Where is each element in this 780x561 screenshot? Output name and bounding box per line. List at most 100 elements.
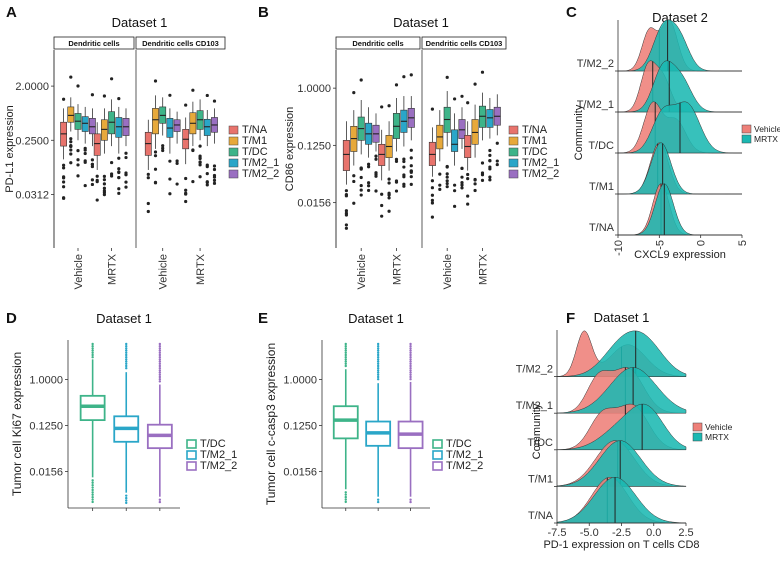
legend-label: T/M1	[522, 135, 547, 147]
outlier-point	[409, 375, 412, 379]
outlier-point	[91, 342, 94, 346]
outlier-point	[91, 486, 94, 489]
outlier-point	[69, 137, 73, 141]
outlier-point	[124, 185, 128, 189]
x-group-label: MRTX	[107, 253, 119, 285]
outlier-point	[83, 159, 87, 163]
x-axis-title: PD-1 expression on T cells CD8	[543, 539, 699, 551]
outlier-point	[376, 362, 380, 365]
outlier-point	[117, 187, 121, 191]
outlier-point	[83, 183, 87, 188]
outlier-point	[212, 181, 217, 185]
outlier-point	[158, 367, 162, 370]
legend-swatch	[692, 422, 703, 432]
outlier-point	[409, 364, 412, 368]
legend-label: T/NA	[242, 124, 268, 136]
outlier-point	[158, 349, 162, 352]
outlier-point	[374, 157, 378, 161]
legend-swatch	[432, 450, 443, 460]
outlier-point	[62, 163, 66, 167]
legend-swatch	[186, 439, 197, 449]
outlier-point	[83, 146, 87, 150]
outlier-point	[69, 75, 73, 79]
outlier-point	[344, 189, 348, 193]
outlier-point	[158, 362, 162, 365]
y-tick-label: 0.1250	[29, 421, 63, 433]
outlier-point	[430, 186, 434, 190]
outlier-point	[409, 353, 412, 357]
outlier-point	[91, 488, 94, 492]
outlier-point	[376, 364, 380, 368]
outlier-point	[473, 82, 477, 86]
outlier-point	[376, 347, 380, 350]
panel-title: Dataset 1	[348, 311, 404, 326]
outlier-point	[359, 166, 363, 170]
outlier-point	[359, 188, 363, 192]
outlier-point	[153, 150, 158, 154]
outlier-point	[124, 171, 128, 175]
legend-swatch	[508, 169, 519, 179]
y-tick-label: 0.0312	[15, 189, 49, 201]
outlier-point	[480, 171, 485, 175]
outlier-point	[168, 93, 172, 97]
y-axis-title: Tumor cell Ki67 expression	[10, 352, 24, 496]
outlier-point	[158, 342, 162, 346]
outlier-point	[460, 166, 464, 170]
outlier-point	[158, 371, 162, 374]
outlier-point	[124, 155, 128, 160]
outlier-point	[460, 183, 464, 187]
outlier-point	[402, 157, 406, 161]
outlier-point	[158, 358, 162, 361]
legend-label: T/DC	[522, 146, 548, 158]
x-tick-label: -10	[613, 240, 625, 256]
outlier-point	[110, 77, 114, 81]
legend-label: T/M2_1	[242, 157, 279, 169]
outlier-point	[445, 179, 449, 183]
outlier-point	[495, 162, 499, 167]
outlier-point	[387, 209, 391, 213]
outlier-point	[168, 177, 172, 181]
outlier-point	[91, 347, 94, 350]
outlier-point	[394, 83, 399, 87]
y-tick-label: 2.0000	[15, 81, 49, 93]
outlier-point	[161, 146, 165, 150]
legend-label: T/M2_1	[200, 449, 237, 461]
outlier-point	[344, 349, 347, 352]
outlier-point	[344, 194, 348, 198]
panel-label: C	[566, 4, 577, 21]
y-tick-label: T/M1	[528, 473, 553, 485]
outlier-point	[212, 178, 217, 182]
outlier-point	[344, 209, 348, 213]
outlier-point	[124, 180, 128, 184]
facet-strip	[421, 36, 507, 50]
outlier-point	[69, 144, 73, 148]
outlier-point	[344, 364, 347, 368]
y-tick-label: 0.2500	[15, 135, 49, 147]
outlier-point	[367, 165, 371, 169]
y-axis-title: Tumor cell c-casp3 expression	[264, 343, 278, 505]
x-tick-label: -2.5	[612, 527, 631, 539]
outlier-point	[409, 369, 412, 372]
y-tick-label: 1.0000	[283, 375, 317, 387]
x-group-label: Vehicle	[442, 254, 454, 289]
box-T/M2_2	[458, 119, 466, 139]
outlier-point	[376, 351, 380, 354]
outlier-point	[367, 181, 371, 185]
panel-title: Dataset 1	[96, 311, 152, 326]
outlier-point	[402, 173, 406, 177]
x-group-label: Vehicle	[73, 254, 85, 289]
legend-swatch	[508, 158, 519, 168]
outlier-point	[430, 198, 434, 202]
outlier-point	[409, 371, 412, 374]
outlier-point	[158, 375, 162, 379]
outlier-point	[344, 213, 348, 217]
outlier-point	[62, 185, 66, 189]
legend-swatch	[228, 136, 239, 146]
panel-label: E	[258, 310, 268, 327]
outlier-point	[117, 167, 121, 171]
legend-swatch	[228, 125, 239, 135]
outlier-point	[76, 149, 80, 153]
outlier-point	[380, 105, 384, 109]
box-T/M2_1	[486, 109, 494, 128]
outlier-point	[91, 491, 94, 494]
